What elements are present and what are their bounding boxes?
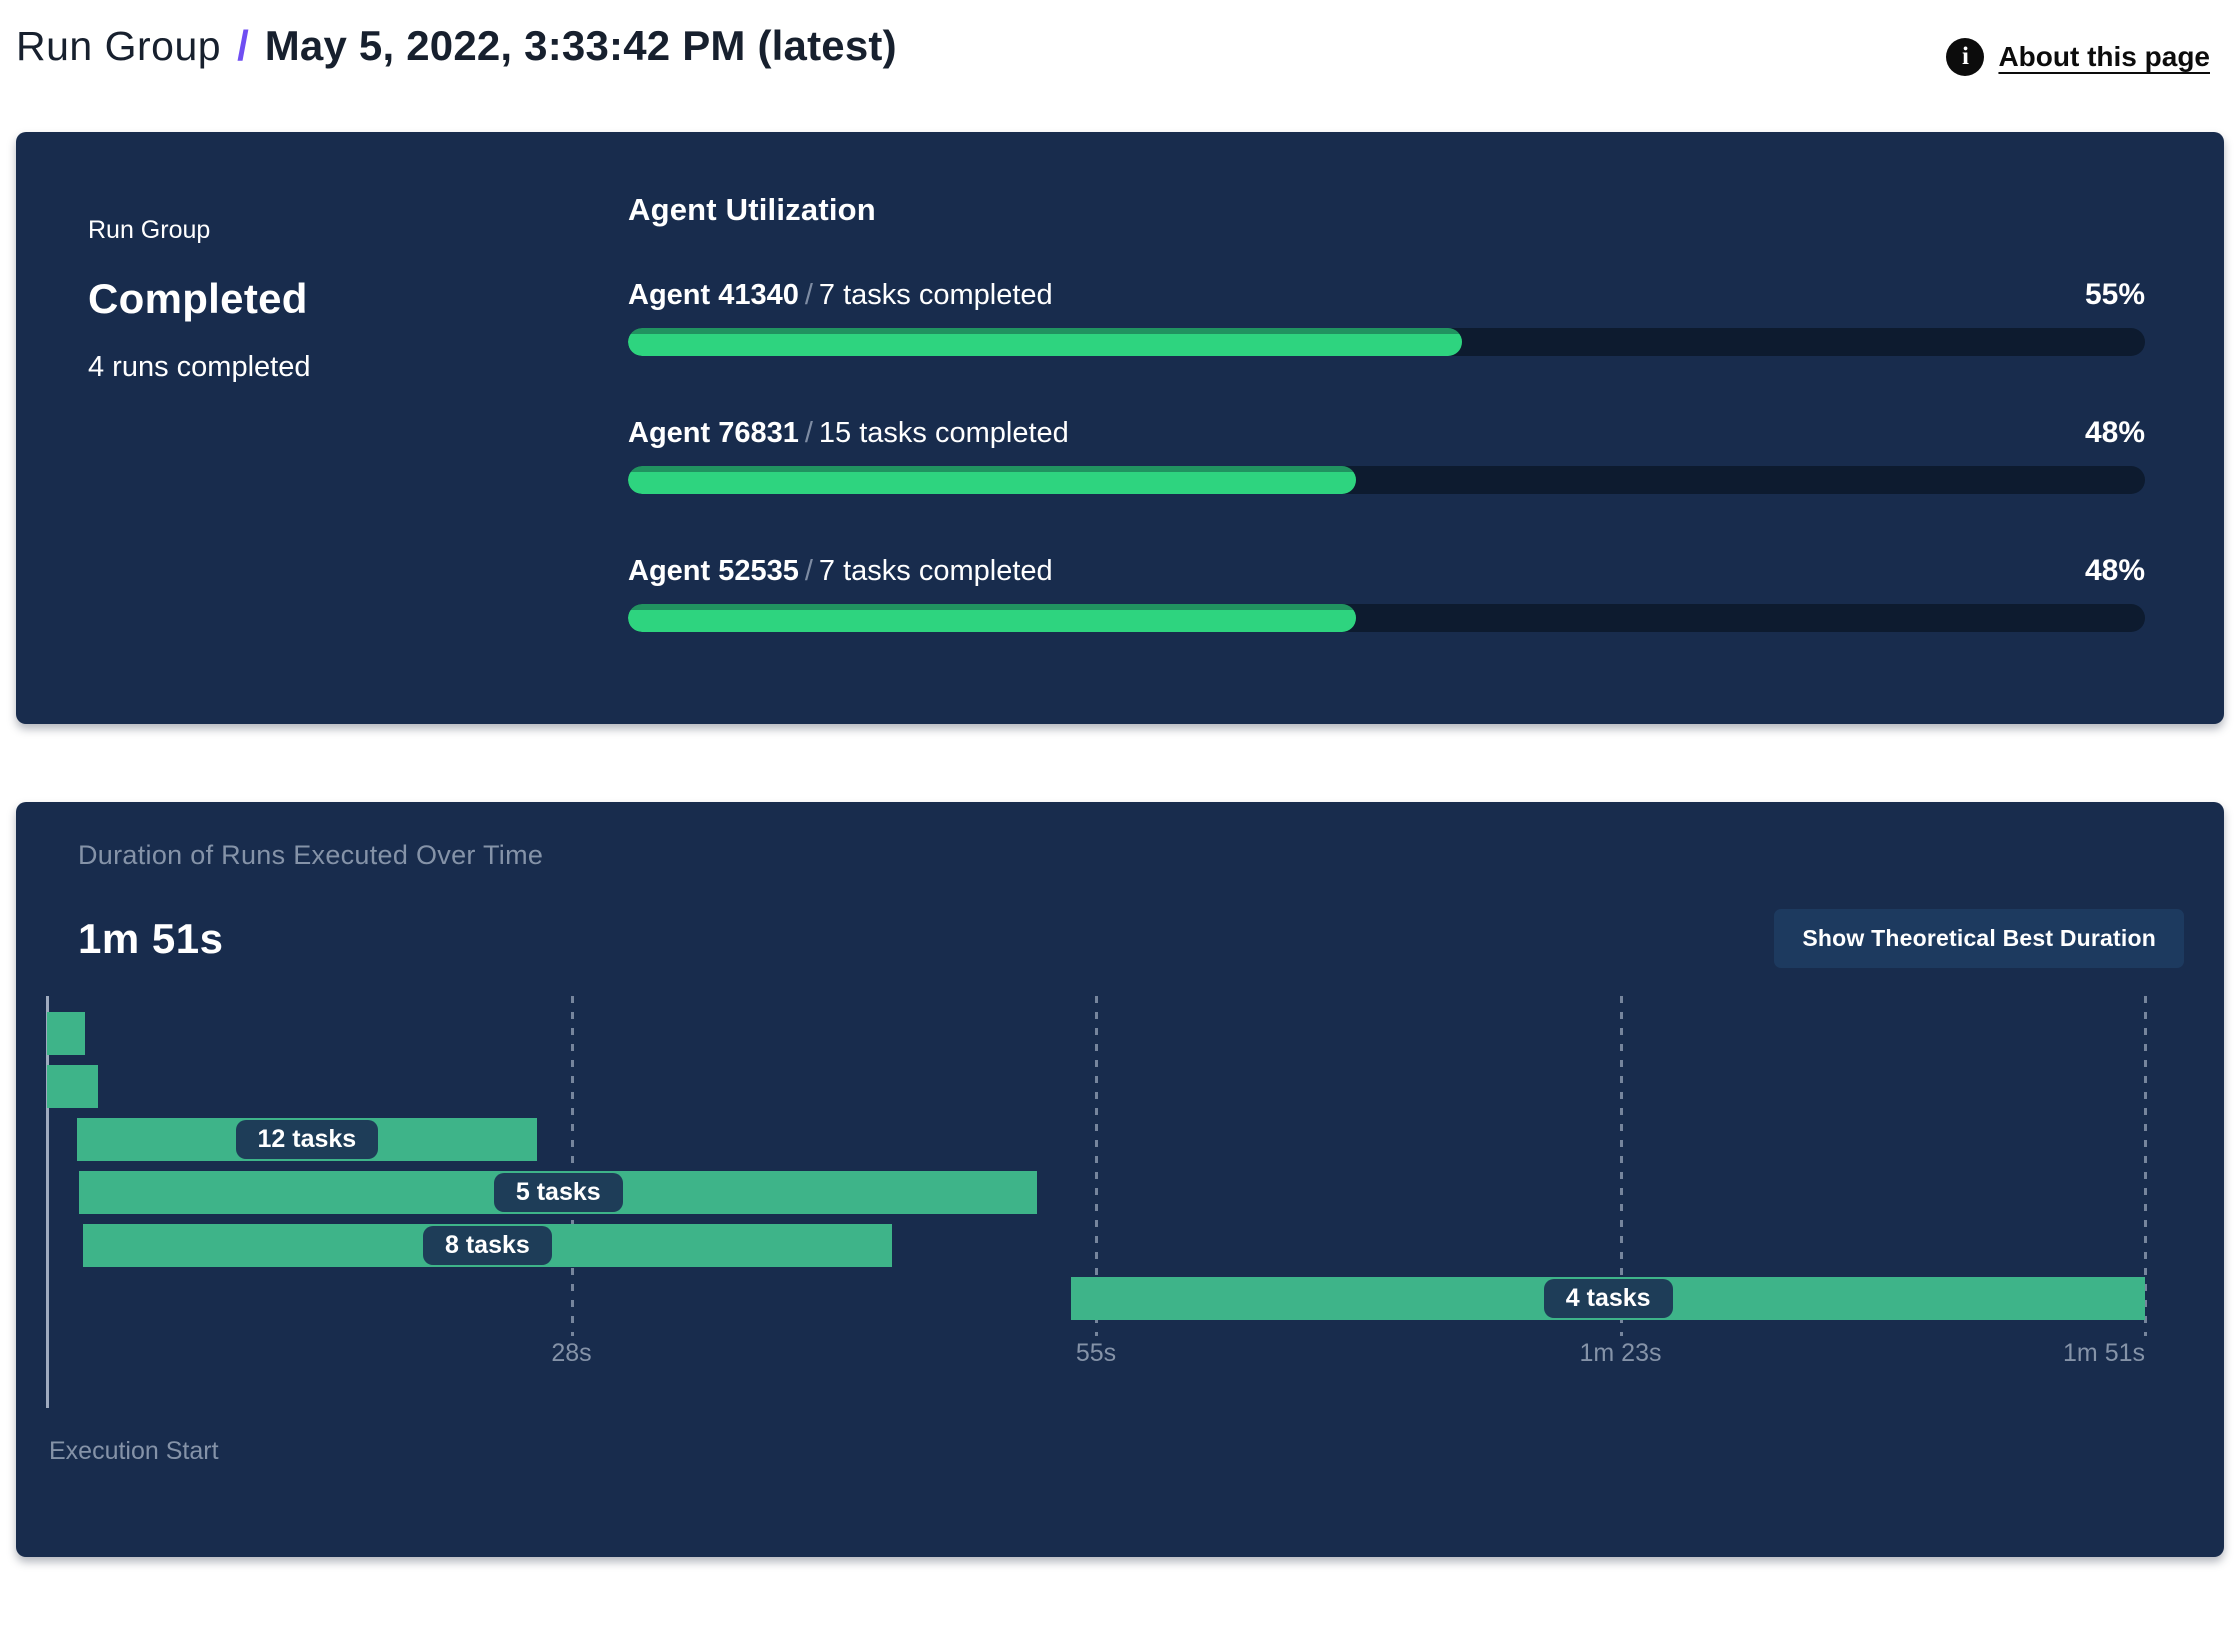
- agent-name: Agent 41340: [628, 279, 799, 311]
- execution-start-label: Execution Start: [49, 1437, 219, 1465]
- agent-label: Agent 52535/7 tasks completed: [628, 555, 1053, 588]
- task-count-chip: 5 tasks: [493, 1173, 623, 1212]
- run-group-label: Run Group: [88, 216, 211, 244]
- agent-label: Agent 41340/7 tasks completed: [628, 279, 1053, 312]
- run-lane: [47, 1065, 2145, 1108]
- agent-tasks-completed: 15 tasks completed: [818, 417, 1069, 449]
- progressbar-fill: [628, 328, 1463, 356]
- gantt-lanes: 12 tasks 5 tasks 8 tasks 4 tasks: [47, 1012, 2145, 1320]
- page-header: Run Group / May 5, 2022, 3:33:42 PM (lat…: [0, 0, 2240, 132]
- time-gridline: [2144, 996, 2147, 1336]
- agent-utilization-section: Agent Utilization Agent 41340/7 tasks co…: [628, 192, 2145, 654]
- execution-start-axis-line: [46, 996, 49, 1408]
- time-gridline: [570, 996, 574, 1336]
- page-title: May 5, 2022, 3:33:42 PM (latest): [264, 22, 897, 69]
- gantt-chart: 12 tasks 5 tasks 8 tasks 4 tasks 28s 55s…: [46, 996, 2147, 1472]
- agent-utilization-row: Agent 52535/7 tasks completed 48%: [628, 554, 2145, 632]
- status-badge: Completed: [88, 275, 308, 322]
- run-duration-bar: [47, 1065, 99, 1108]
- agent-utilization-progressbar: [628, 466, 2145, 494]
- time-axis-tick: 28s: [551, 1339, 592, 1367]
- run-duration-bar: [47, 1012, 85, 1055]
- run-group-status-panel: Run Group Completed 4 runs completed Age…: [16, 132, 2224, 724]
- run-lane: 5 tasks: [47, 1171, 2145, 1214]
- agent-tasks-completed: 7 tasks completed: [818, 555, 1053, 587]
- progressbar-fill: [628, 604, 1357, 632]
- about-this-page[interactable]: i About this page: [1946, 38, 2210, 76]
- agent-utilization-percent: 48%: [2084, 554, 2145, 587]
- agent-utilization-progressbar: [628, 328, 2145, 356]
- run-lane: 4 tasks: [47, 1277, 2145, 1320]
- run-lane: 8 tasks: [47, 1224, 2145, 1267]
- total-duration-value: 1m 51s: [78, 914, 224, 962]
- run-duration-bar: 4 tasks: [1071, 1277, 2145, 1320]
- agent-utilization-row: Agent 76831/15 tasks completed 48%: [628, 416, 2145, 494]
- time-gridline: [1095, 996, 1098, 1336]
- agent-name: Agent 52535: [628, 555, 799, 587]
- duration-chart-title: Duration of Runs Executed Over Time: [78, 840, 544, 870]
- agent-label: Agent 76831/15 tasks completed: [628, 417, 1069, 450]
- agent-name: Agent 76831: [628, 417, 799, 449]
- task-count-chip: 4 tasks: [1543, 1279, 1673, 1318]
- show-theoretical-best-duration-button[interactable]: Show Theoretical Best Duration: [1774, 909, 2184, 968]
- task-count-chip: 12 tasks: [235, 1120, 379, 1159]
- agent-utilization-percent: 55%: [2084, 278, 2145, 311]
- agent-separator: /: [804, 417, 813, 449]
- run-lane: 12 tasks: [47, 1118, 2145, 1161]
- agent-utilization-progressbar: [628, 604, 2145, 632]
- run-duration-bar: 5 tasks: [79, 1171, 1038, 1214]
- agent-utilization-title: Agent Utilization: [628, 192, 876, 227]
- agent-utilization-percent: 48%: [2084, 416, 2145, 449]
- about-page-link[interactable]: About this page: [1998, 41, 2210, 72]
- time-axis-tick: 1m 51s: [2063, 1339, 2145, 1367]
- time-gridline: [1619, 996, 1623, 1336]
- run-group-status-column: Run Group Completed 4 runs completed: [88, 192, 628, 654]
- run-lane: [47, 1012, 2145, 1055]
- breadcrumb-run-group: Run Group: [16, 23, 222, 69]
- time-axis-tick: 1m 23s: [1579, 1339, 1662, 1367]
- agent-separator: /: [804, 279, 813, 311]
- progressbar-fill: [628, 466, 1357, 494]
- breadcrumb: Run Group / May 5, 2022, 3:33:42 PM (lat…: [16, 22, 897, 70]
- agent-utilization-row: Agent 41340/7 tasks completed 55%: [628, 278, 2145, 356]
- info-icon[interactable]: i: [1946, 38, 1985, 76]
- breadcrumb-separator: /: [237, 22, 249, 69]
- run-duration-bar: 12 tasks: [77, 1118, 537, 1161]
- time-axis-tick: 55s: [1075, 1339, 1117, 1367]
- task-count-chip: 8 tasks: [422, 1226, 552, 1265]
- agent-separator: /: [804, 555, 813, 587]
- runs-completed-summary: 4 runs completed: [88, 351, 311, 383]
- agent-tasks-completed: 7 tasks completed: [818, 279, 1053, 311]
- run-duration-bar: 8 tasks: [82, 1224, 892, 1267]
- duration-panel: Duration of Runs Executed Over Time 1m 5…: [16, 802, 2224, 1557]
